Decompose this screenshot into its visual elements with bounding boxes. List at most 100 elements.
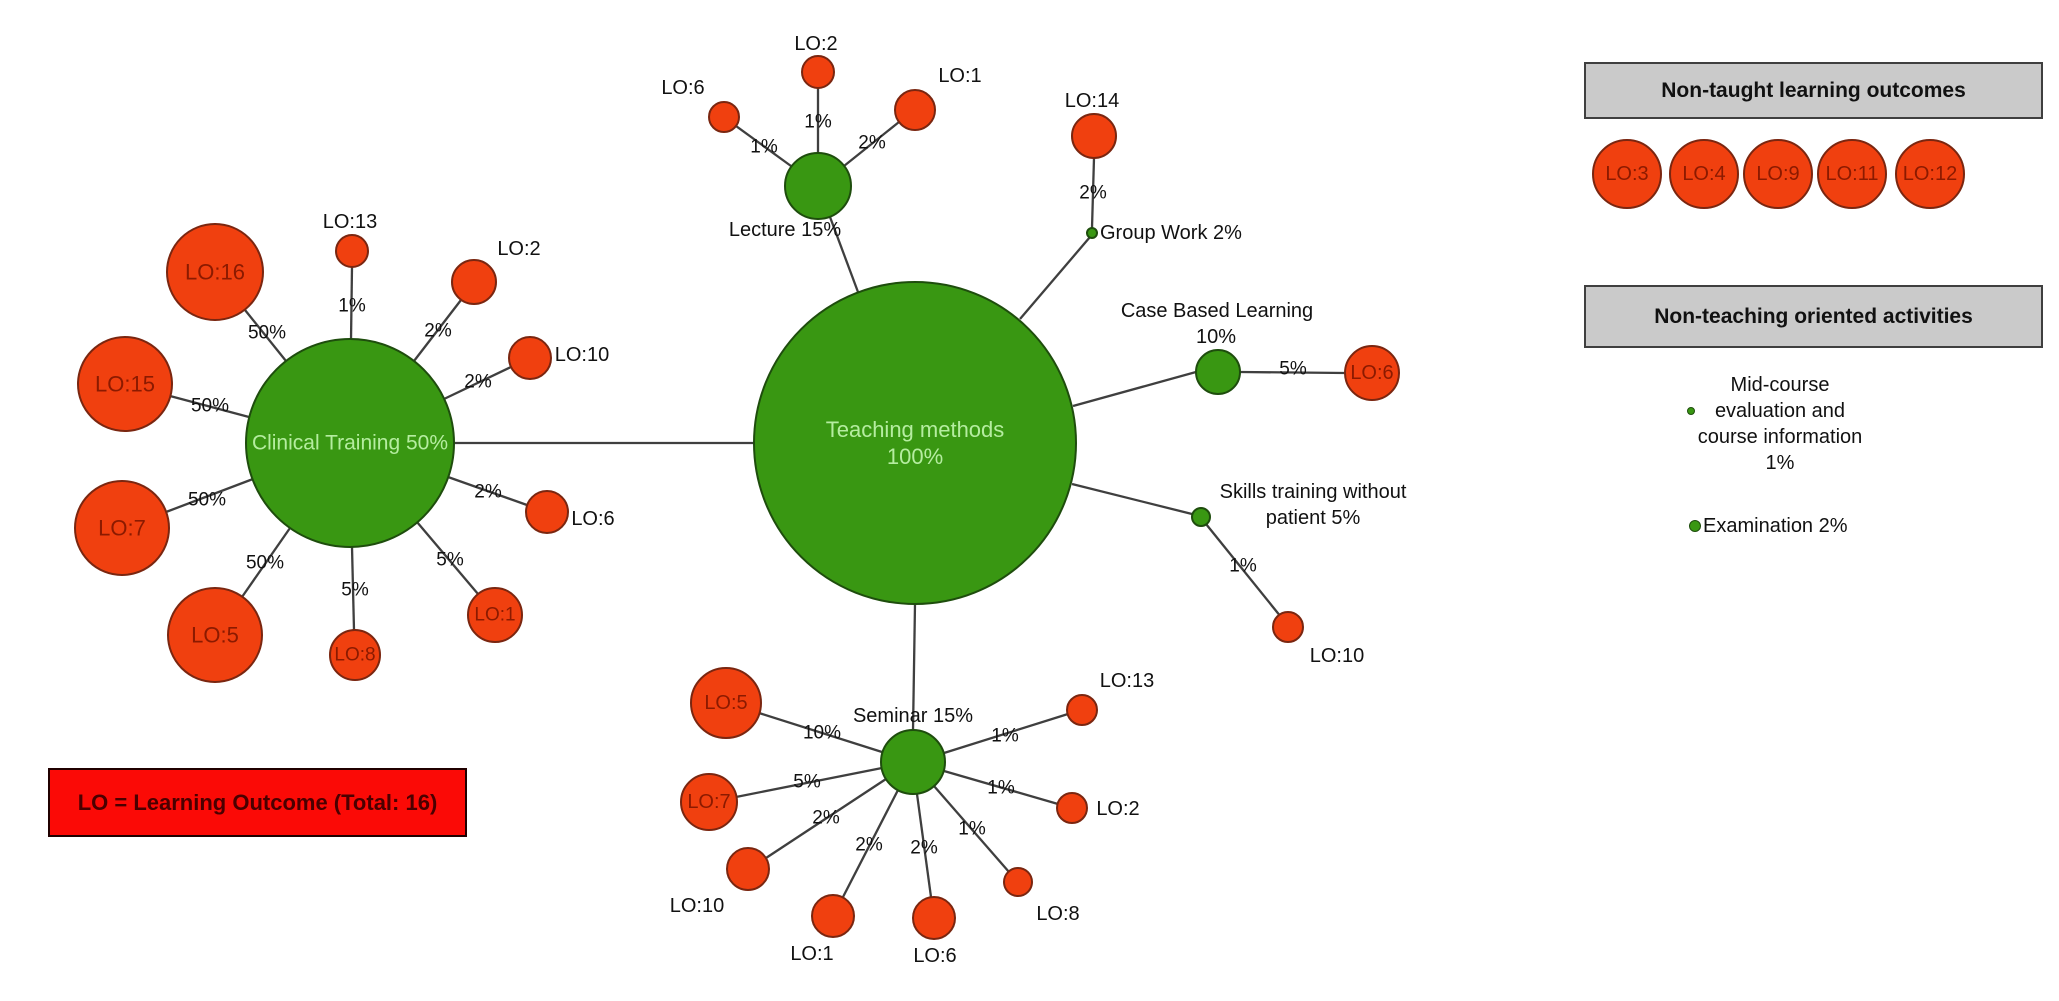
node-seminar-lo13 <box>1066 694 1098 726</box>
node-name-label: patient 5% <box>1266 507 1361 529</box>
edge-percentage-label: 2% <box>910 838 938 859</box>
edge-percentage-label: 1% <box>958 819 986 840</box>
edge-seminar-lo10 <box>765 778 887 859</box>
legend-outcome-circle-lo12 <box>1895 139 1965 209</box>
edge-seminar-lo5 <box>758 711 883 754</box>
node-name-label: LO:6 <box>661 77 704 99</box>
edge-teaching-skills <box>1071 482 1193 516</box>
edge-clinical-lo7 <box>165 477 254 514</box>
edge-percentage-label: 1% <box>750 137 778 158</box>
node-case-based <box>1195 349 1241 395</box>
node-label-clinical-lo1: LO:1 <box>474 605 515 626</box>
non-taught-panel-title: Non-taught learning outcomes <box>1661 78 1966 102</box>
non-teaching-panel-title: Non-teaching oriented activities <box>1654 304 1973 328</box>
edge-teaching-lecture <box>828 216 860 293</box>
node-name-label: LO:2 <box>1096 798 1139 820</box>
node-label-clinical-lo7: LO:7 <box>98 516 146 541</box>
edge-percentage-label: 2% <box>855 835 883 856</box>
edge-percentage-label: 1% <box>987 778 1015 799</box>
midcourse-line-2: evaluation and <box>1714 400 1846 422</box>
node-name-label: LO:2 <box>794 33 837 55</box>
node-lo14 <box>1071 113 1117 159</box>
edge-percentage-label: 5% <box>1279 359 1307 380</box>
non-teaching-panel-header: Non-teaching oriented activities <box>1584 285 2043 348</box>
node-clinical-lo2 <box>451 259 497 305</box>
legend-outcome-circle-lo3 <box>1592 139 1662 209</box>
legend-outcome-circle-lo11 <box>1817 139 1887 209</box>
node-lecture-lo2 <box>801 55 835 89</box>
legend-outcome-label: LO:9 <box>1756 163 1799 185</box>
edge-clinical-lo15 <box>169 394 250 419</box>
edge-clinical-lo10 <box>443 365 512 401</box>
edge-percentage-label: 50% <box>188 490 226 511</box>
edge-percentage-label: 2% <box>464 372 492 393</box>
node-seminar-lo2 <box>1056 792 1088 824</box>
node-label-teaching: Teaching methods <box>826 417 1005 442</box>
edge-skills-lo10 <box>1205 523 1282 618</box>
edge-clinical-lo2 <box>413 299 462 362</box>
node-label-clinical-lo8: LO:8 <box>334 645 375 666</box>
legend-outcome-circle-lo4 <box>1669 139 1739 209</box>
node-name-label: Seminar 15% <box>853 705 973 727</box>
node-lecture-lo1 <box>894 89 936 131</box>
edge-percentage-label: 2% <box>812 808 840 829</box>
edge-percentage-label: 5% <box>436 550 464 571</box>
node-label-case-lo6: LO:6 <box>1350 362 1393 384</box>
node-seminar-lo10 <box>726 847 770 891</box>
node-name-label: Case Based Learning <box>1121 300 1313 322</box>
edge-teaching-case-based <box>1072 370 1197 408</box>
legend-outcome-label: LO:11 <box>1826 163 1879 185</box>
node-name-label: Lecture 15% <box>729 219 842 241</box>
node-name-label: LO:1 <box>938 65 981 87</box>
examination-activity-text: Examination 2% <box>1703 513 1848 539</box>
node-clinical-lo5 <box>167 587 263 683</box>
node-name-label: LO:1 <box>790 943 833 965</box>
edge-percentage-label: 1% <box>991 726 1019 747</box>
lo-legend-note-label: LO = Learning Outcome (Total: 16) <box>77 789 438 815</box>
edge-seminar-lo6 <box>915 793 933 898</box>
legend-outcome-label: LO:4 <box>1682 163 1725 185</box>
node-label-seminar-lo7: LO:7 <box>687 791 730 813</box>
edge-lecture-lo6 <box>735 125 792 167</box>
edge-teaching-seminar <box>911 603 917 732</box>
edge-percentage-label: 2% <box>1079 183 1107 204</box>
node-clinical-lo6 <box>525 490 569 534</box>
edge-group-work-lo14 <box>1090 157 1096 229</box>
node-label-clinical: Clinical Training 50% <box>252 432 448 455</box>
edge-percentage-label: 50% <box>248 323 286 344</box>
lo-legend-note: LO = Learning Outcome (Total: 16) <box>48 768 467 837</box>
node-clinical-lo16 <box>166 223 264 321</box>
edge-percentage-label: 5% <box>341 580 369 601</box>
node-label-teaching: 100% <box>887 444 943 469</box>
midcourse-dot-icon <box>1687 407 1695 415</box>
edge-seminar-lo2 <box>943 769 1059 806</box>
node-seminar-lo8 <box>1003 867 1033 897</box>
midcourse-line-1: Mid-course <box>1730 374 1830 396</box>
edge-seminar-lo8 <box>933 785 1010 873</box>
node-name-label: LO:14 <box>1065 90 1119 112</box>
edge-case-based-lo6 <box>1239 370 1346 375</box>
node-label-clinical-lo5: LO:5 <box>191 623 239 648</box>
node-seminar-lo1 <box>811 894 855 938</box>
node-seminar <box>880 729 946 795</box>
node-name-label: Group Work 2% <box>1100 222 1242 244</box>
node-name-label: LO:6 <box>571 508 614 530</box>
node-name-label: LO:13 <box>323 211 377 233</box>
examination-dot-icon <box>1689 520 1701 532</box>
examination-label: Examination 2% <box>1703 515 1848 537</box>
edge-seminar-lo13 <box>943 712 1069 755</box>
edge-percentage-label: 1% <box>1229 556 1257 577</box>
node-name-label: LO:13 <box>1100 670 1154 692</box>
legend-outcome-circle-lo9 <box>1743 139 1813 209</box>
node-lecture-lo6 <box>708 101 740 133</box>
node-skills <box>1191 507 1211 527</box>
node-seminar-lo7 <box>680 773 738 831</box>
edge-percentage-label: 2% <box>858 133 886 154</box>
legend-outcome-label: LO:3 <box>1605 163 1648 185</box>
midcourse-line-4: 1% <box>1765 452 1795 474</box>
edge-clinical-lo13 <box>349 266 354 341</box>
node-name-label: LO:10 <box>555 344 609 366</box>
node-clinical-lo13 <box>335 234 369 268</box>
